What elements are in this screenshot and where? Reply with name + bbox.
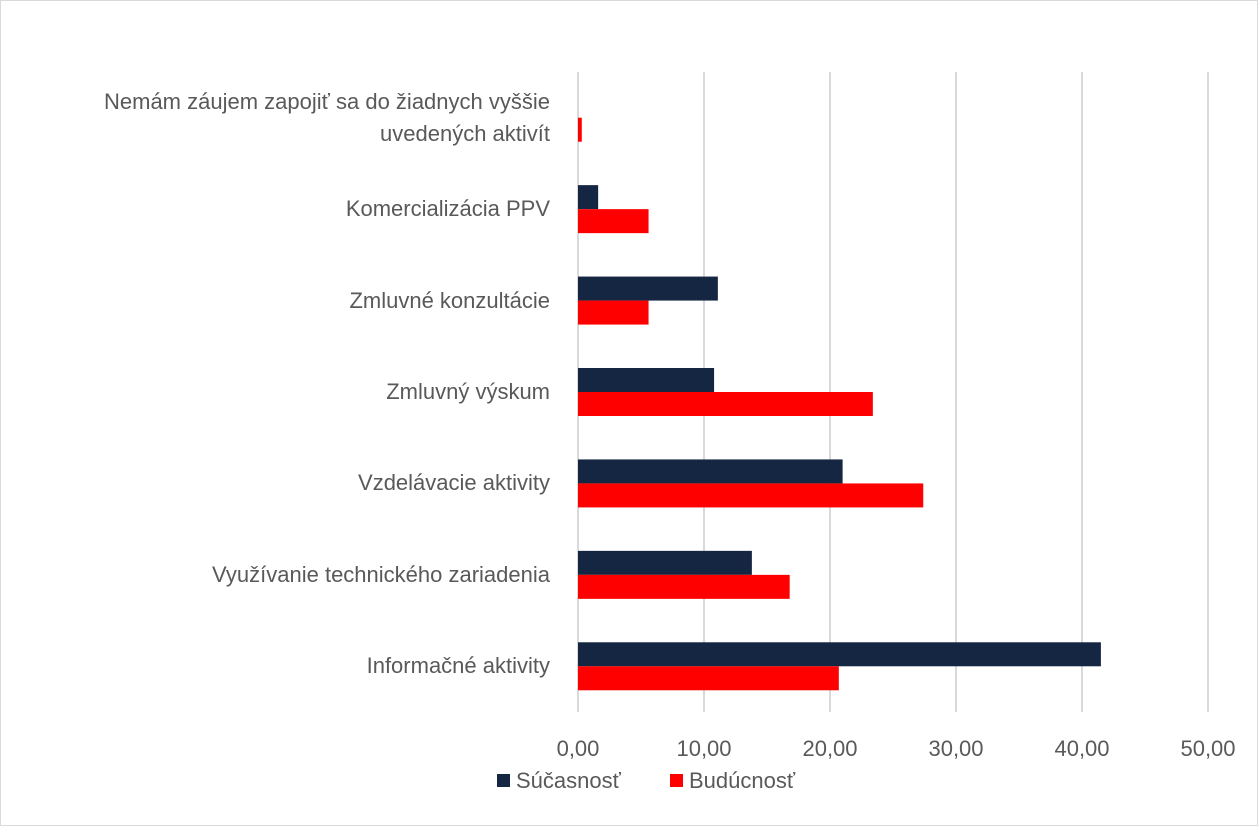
category-label: Vzdelávacie aktivity xyxy=(358,470,550,496)
category-label: Komercializácia PPV xyxy=(345,196,550,222)
bar xyxy=(578,392,873,416)
bar xyxy=(578,574,790,599)
legend-label: Súčasnosť xyxy=(516,768,622,793)
legend-label: Budúcnosť xyxy=(689,768,796,793)
legend-swatch xyxy=(497,774,510,787)
bar xyxy=(578,117,582,142)
bar xyxy=(578,642,1101,667)
x-tick-label: 10,00 xyxy=(676,736,731,761)
bar xyxy=(578,459,843,484)
legend-swatch xyxy=(670,774,683,787)
x-tick-label: 50,00 xyxy=(1180,736,1235,761)
bar xyxy=(578,300,649,325)
category-label: Zmluvný výskum xyxy=(386,379,550,404)
x-tick-label: 30,00 xyxy=(928,736,983,761)
bar xyxy=(578,185,599,210)
category-label: Informačné aktivity xyxy=(366,653,550,679)
x-tick-label: 0,00 xyxy=(557,736,600,761)
category-label: Zmluvné konzultácie xyxy=(349,287,550,313)
bar xyxy=(578,368,715,392)
category-label: Využívanie technického zariadenia xyxy=(212,561,550,587)
x-tick-label: 20,00 xyxy=(802,736,857,761)
bar xyxy=(578,276,718,301)
bar xyxy=(578,666,839,691)
bar xyxy=(578,209,649,234)
bar xyxy=(578,550,752,575)
category-label: Nemám záujem zapojiť sa do žiadnych vyšš… xyxy=(104,88,550,146)
bar xyxy=(578,483,924,508)
x-tick-label: 40,00 xyxy=(1054,736,1109,761)
